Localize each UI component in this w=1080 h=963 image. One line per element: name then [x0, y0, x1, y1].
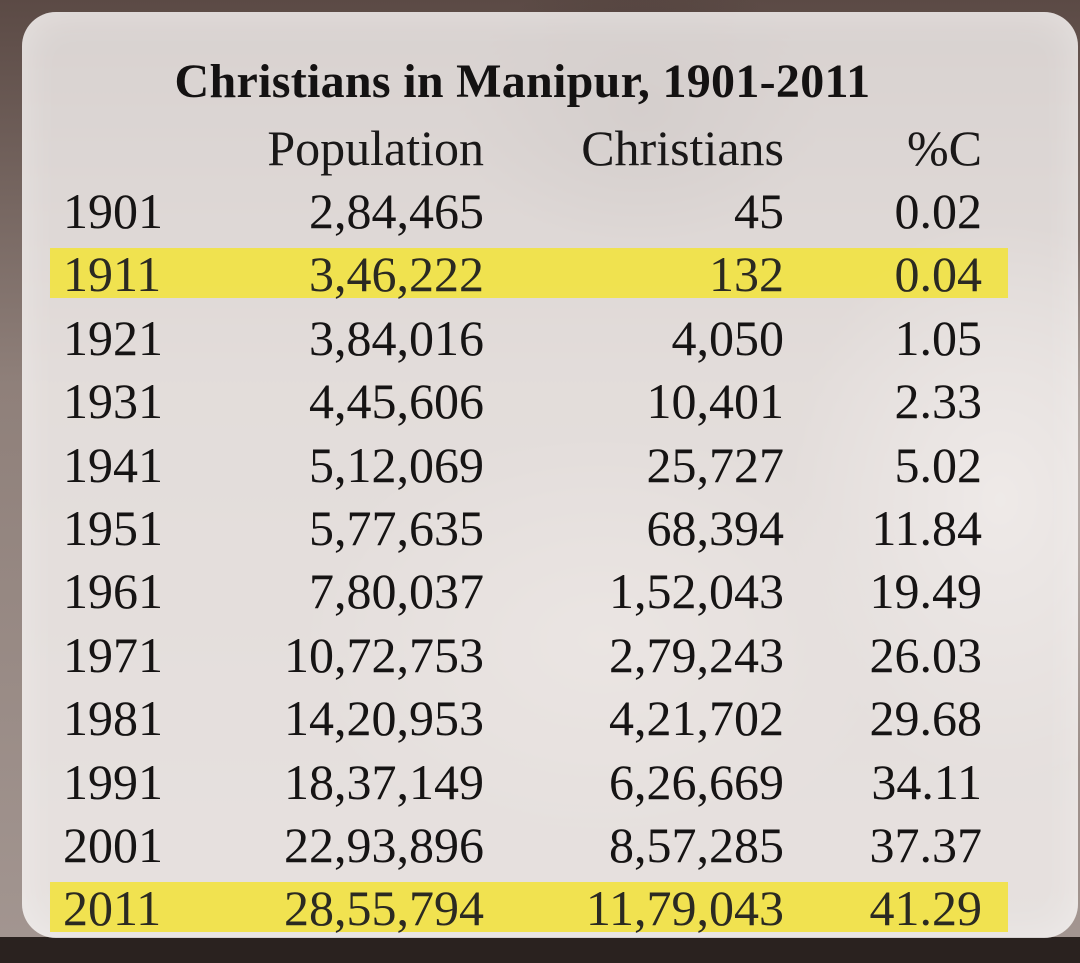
year-cell: 1911 — [63, 246, 162, 303]
table-row: 1981 14,20,953 4,21,702 29.68 — [0, 688, 1080, 751]
population-cell: 22,93,896 — [284, 817, 484, 873]
percent-cell: 5.02 — [894, 436, 983, 493]
christians-cell: 132 — [709, 246, 784, 303]
percent-cell: 1.05 — [894, 309, 983, 366]
christians-cell: 2,79,243 — [609, 626, 784, 683]
year-cell: 1951 — [63, 500, 163, 556]
christians-cell: 6,26,669 — [609, 753, 784, 810]
row-highlight — [50, 882, 1008, 933]
year-cell: 2011 — [63, 880, 162, 937]
year-cell: 1991 — [63, 753, 163, 810]
table-row: 2011 28,55,794 11,79,043 41.29 — [0, 878, 1080, 941]
table-row: 1931 4,45,606 10,401 2.33 — [0, 371, 1080, 434]
year-cell: 1971 — [63, 626, 163, 683]
percent-cell: 19.49 — [869, 563, 983, 620]
bottom-strip — [0, 937, 1080, 963]
year-cell: 2001 — [63, 817, 163, 873]
percent-cell: 11.84 — [871, 500, 982, 556]
christians-cell: 8,57,285 — [609, 817, 784, 873]
table-row: 1921 3,84,016 4,050 1.05 — [0, 308, 1080, 371]
population-cell: 7,80,037 — [309, 563, 484, 620]
table-row: 1911 3,46,222 132 0.04 — [0, 244, 1080, 307]
table-title: Christians in Manipur, 1901-2011 — [174, 55, 871, 108]
christians-cell: 11,79,043 — [585, 880, 784, 937]
year-cell: 1961 — [63, 563, 163, 620]
population-cell: 28,55,794 — [284, 880, 484, 937]
percent-cell: 34.11 — [871, 753, 982, 810]
table-row: 1941 5,12,069 25,727 5.02 — [0, 435, 1080, 498]
population-cell: 14,20,953 — [284, 690, 484, 747]
year-cell: 1931 — [63, 373, 163, 430]
population-cell: 5,77,635 — [309, 500, 484, 556]
christians-cell: 4,21,702 — [609, 690, 784, 747]
population-cell: 10,72,753 — [284, 626, 484, 683]
population-cell: 3,46,222 — [309, 246, 484, 303]
population-cell: 5,12,069 — [309, 436, 484, 493]
row-highlight — [50, 248, 1008, 299]
table-card — [22, 12, 1078, 938]
christians-cell: 10,401 — [646, 373, 785, 430]
percent-cell: 29.68 — [869, 690, 983, 747]
table-row: 1961 7,80,037 1,52,043 19.49 — [0, 561, 1080, 624]
year-cell: 1941 — [63, 436, 163, 493]
header-percent: %C — [907, 120, 982, 176]
header-row: Population Christians %C — [0, 118, 1080, 181]
percent-cell: 37.37 — [869, 817, 983, 873]
percent-cell: 41.29 — [869, 880, 983, 937]
christians-cell: 68,394 — [646, 500, 785, 556]
percent-cell: 0.04 — [894, 246, 983, 303]
table-row: 1971 10,72,753 2,79,243 26.03 — [0, 625, 1080, 688]
population-cell: 3,84,016 — [309, 309, 484, 366]
population-cell: 4,45,606 — [309, 373, 484, 430]
christians-cell: 1,52,043 — [609, 563, 784, 620]
table-row: 1901 2,84,465 45 0.02 — [0, 181, 1080, 244]
table-row: 2001 22,93,896 8,57,285 37.37 — [0, 815, 1080, 878]
header-population: Population — [267, 120, 484, 176]
year-cell: 1921 — [63, 309, 163, 366]
header-christians: Christians — [581, 120, 784, 176]
christians-cell: 45 — [734, 183, 784, 239]
population-cell: 2,84,465 — [309, 183, 484, 239]
percent-cell: 0.02 — [894, 183, 983, 239]
christians-cell: 25,727 — [646, 436, 785, 493]
population-cell: 18,37,149 — [284, 753, 484, 810]
table-row: 1991 18,37,149 6,26,669 34.11 — [0, 752, 1080, 815]
christians-cell: 4,050 — [671, 309, 785, 366]
year-cell: 1981 — [63, 690, 163, 747]
percent-cell: 2.33 — [894, 373, 983, 430]
table-row: 1951 5,77,635 68,394 11.84 — [0, 498, 1080, 561]
year-cell: 1901 — [63, 183, 163, 239]
percent-cell: 26.03 — [869, 626, 983, 683]
